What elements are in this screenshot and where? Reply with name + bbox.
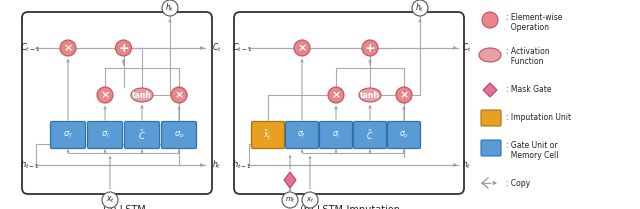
Text: $m_t$: $m_t$ <box>285 195 296 205</box>
FancyBboxPatch shape <box>481 110 501 126</box>
Circle shape <box>97 87 113 103</box>
Ellipse shape <box>131 88 153 102</box>
FancyBboxPatch shape <box>161 121 196 149</box>
Text: $\sigma_f$: $\sigma_f$ <box>298 130 307 140</box>
Text: $\sigma_i$: $\sigma_i$ <box>332 130 340 140</box>
FancyBboxPatch shape <box>51 121 86 149</box>
Text: $h_t$: $h_t$ <box>415 2 424 14</box>
Circle shape <box>294 40 310 56</box>
Circle shape <box>302 192 318 208</box>
Text: : Gate Unit or: : Gate Unit or <box>506 140 557 149</box>
FancyBboxPatch shape <box>481 140 501 156</box>
Circle shape <box>328 87 344 103</box>
Polygon shape <box>284 172 296 188</box>
Text: $C_{t-1}$: $C_{t-1}$ <box>232 42 252 54</box>
Text: : Mask Gate: : Mask Gate <box>506 85 552 94</box>
FancyBboxPatch shape <box>252 121 285 149</box>
Ellipse shape <box>479 48 501 62</box>
FancyBboxPatch shape <box>125 121 159 149</box>
Text: $\sigma_f$: $\sigma_f$ <box>63 130 73 140</box>
Text: (a) LSTM: (a) LSTM <box>102 205 145 209</box>
Text: tanh: tanh <box>360 90 380 99</box>
Text: ×: × <box>174 90 184 100</box>
Text: : Imputation Unit: : Imputation Unit <box>506 113 571 122</box>
FancyBboxPatch shape <box>285 121 319 149</box>
Circle shape <box>482 12 498 28</box>
Text: $h_t$: $h_t$ <box>212 159 221 171</box>
Text: ×: × <box>399 90 409 100</box>
Circle shape <box>396 87 412 103</box>
Text: $h_{t-1}$: $h_{t-1}$ <box>20 159 40 171</box>
Text: $C_t$: $C_t$ <box>462 42 472 54</box>
Text: $\tilde{x}_t$: $\tilde{x}_t$ <box>264 129 273 141</box>
Text: tanh: tanh <box>132 90 152 99</box>
Circle shape <box>102 192 118 208</box>
FancyBboxPatch shape <box>353 121 387 149</box>
Text: $h_t$: $h_t$ <box>462 159 471 171</box>
Text: ×: × <box>63 43 73 53</box>
Circle shape <box>412 0 428 16</box>
Text: $h_{t-1}$: $h_{t-1}$ <box>232 159 252 171</box>
Polygon shape <box>483 83 497 97</box>
Text: $\sigma_o$: $\sigma_o$ <box>399 130 409 140</box>
Circle shape <box>282 192 298 208</box>
FancyBboxPatch shape <box>88 121 122 149</box>
Text: ×: × <box>100 90 109 100</box>
Text: $\sigma_i$: $\sigma_i$ <box>100 130 109 140</box>
Text: $\tilde{C}$: $\tilde{C}$ <box>366 128 374 142</box>
Circle shape <box>362 40 378 56</box>
Circle shape <box>162 0 178 16</box>
Text: $h_t$: $h_t$ <box>166 2 175 14</box>
Text: $x_t$: $x_t$ <box>106 195 115 205</box>
Text: +: + <box>365 42 375 55</box>
Text: $x_t$: $x_t$ <box>306 195 314 205</box>
Text: $C_{t-1}$: $C_{t-1}$ <box>20 42 40 54</box>
Text: $C_t$: $C_t$ <box>212 42 221 54</box>
Circle shape <box>115 40 131 56</box>
FancyBboxPatch shape <box>319 121 353 149</box>
Text: ×: × <box>332 90 340 100</box>
Text: (b) LSTM-Imputation: (b) LSTM-Imputation <box>300 205 400 209</box>
Text: : Element-wise: : Element-wise <box>506 13 563 22</box>
Text: $\tilde{C}$: $\tilde{C}$ <box>138 128 146 142</box>
Text: +: + <box>118 42 129 55</box>
Text: : Activation: : Activation <box>506 47 550 56</box>
FancyBboxPatch shape <box>387 121 420 149</box>
Text: : Copy: : Copy <box>506 178 530 187</box>
Ellipse shape <box>359 88 381 102</box>
Text: Operation: Operation <box>506 23 549 32</box>
Text: Function: Function <box>506 57 543 66</box>
Circle shape <box>171 87 187 103</box>
Text: $\sigma_o$: $\sigma_o$ <box>173 130 184 140</box>
Text: ×: × <box>298 43 307 53</box>
Circle shape <box>60 40 76 56</box>
Text: Memory Cell: Memory Cell <box>506 150 559 159</box>
